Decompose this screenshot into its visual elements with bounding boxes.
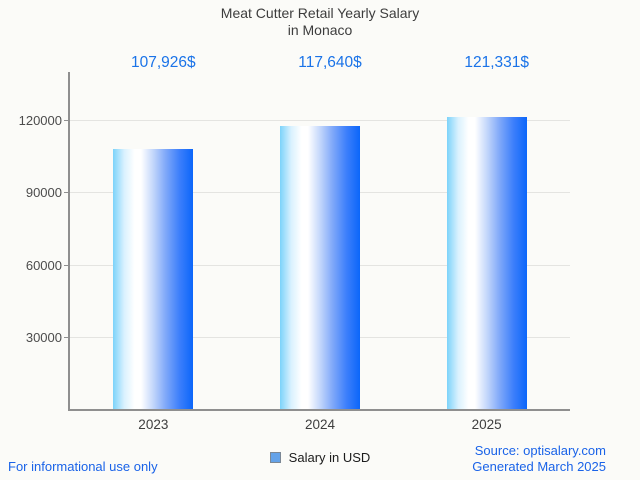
bar-2024 (280, 125, 360, 409)
source-text: Source: optisalary.com (474, 443, 606, 458)
bar-value-label: 117,640$ (298, 54, 362, 71)
y-axis-tick (64, 336, 70, 338)
y-axis-tick (64, 120, 70, 122)
chart-title: Meat Cutter Retail Yearly Salary in Mona… (0, 5, 640, 39)
x-axis-line (68, 409, 570, 411)
plot-area (64, 72, 570, 409)
gridline (70, 120, 570, 122)
legend-label: Salary in USD (288, 450, 371, 465)
bar-2025 (446, 116, 527, 409)
x-tick-label: 2025 (471, 417, 502, 432)
chart-title-line1: Meat Cutter Retail Yearly Salary (220, 5, 420, 21)
chart-title-line2: in Monaco (287, 22, 353, 38)
y-axis-tick (64, 192, 70, 194)
y-tick-label: 30000 (25, 329, 62, 345)
source-block: Source: optisalary.com Generated March 2… (472, 443, 606, 475)
y-axis-tick (64, 264, 70, 266)
y-tick-label: 90000 (25, 185, 62, 201)
generated-text: Generated March 2025 (472, 459, 606, 474)
x-tick-label: 2023 (138, 417, 169, 432)
bar-value-label: 121,331$ (464, 54, 529, 71)
bar-value-label: 107,926$ (131, 54, 196, 71)
disclaimer-text: For informational use only (8, 459, 158, 474)
bar-2023 (113, 149, 194, 409)
y-axis-line (68, 72, 70, 411)
legend-swatch-icon (269, 452, 281, 463)
legend: Salary in USD (0, 450, 640, 465)
y-tick-label: 60000 (25, 257, 62, 273)
x-tick-label: 2024 (304, 417, 336, 432)
y-tick-label: 120000 (18, 113, 62, 129)
